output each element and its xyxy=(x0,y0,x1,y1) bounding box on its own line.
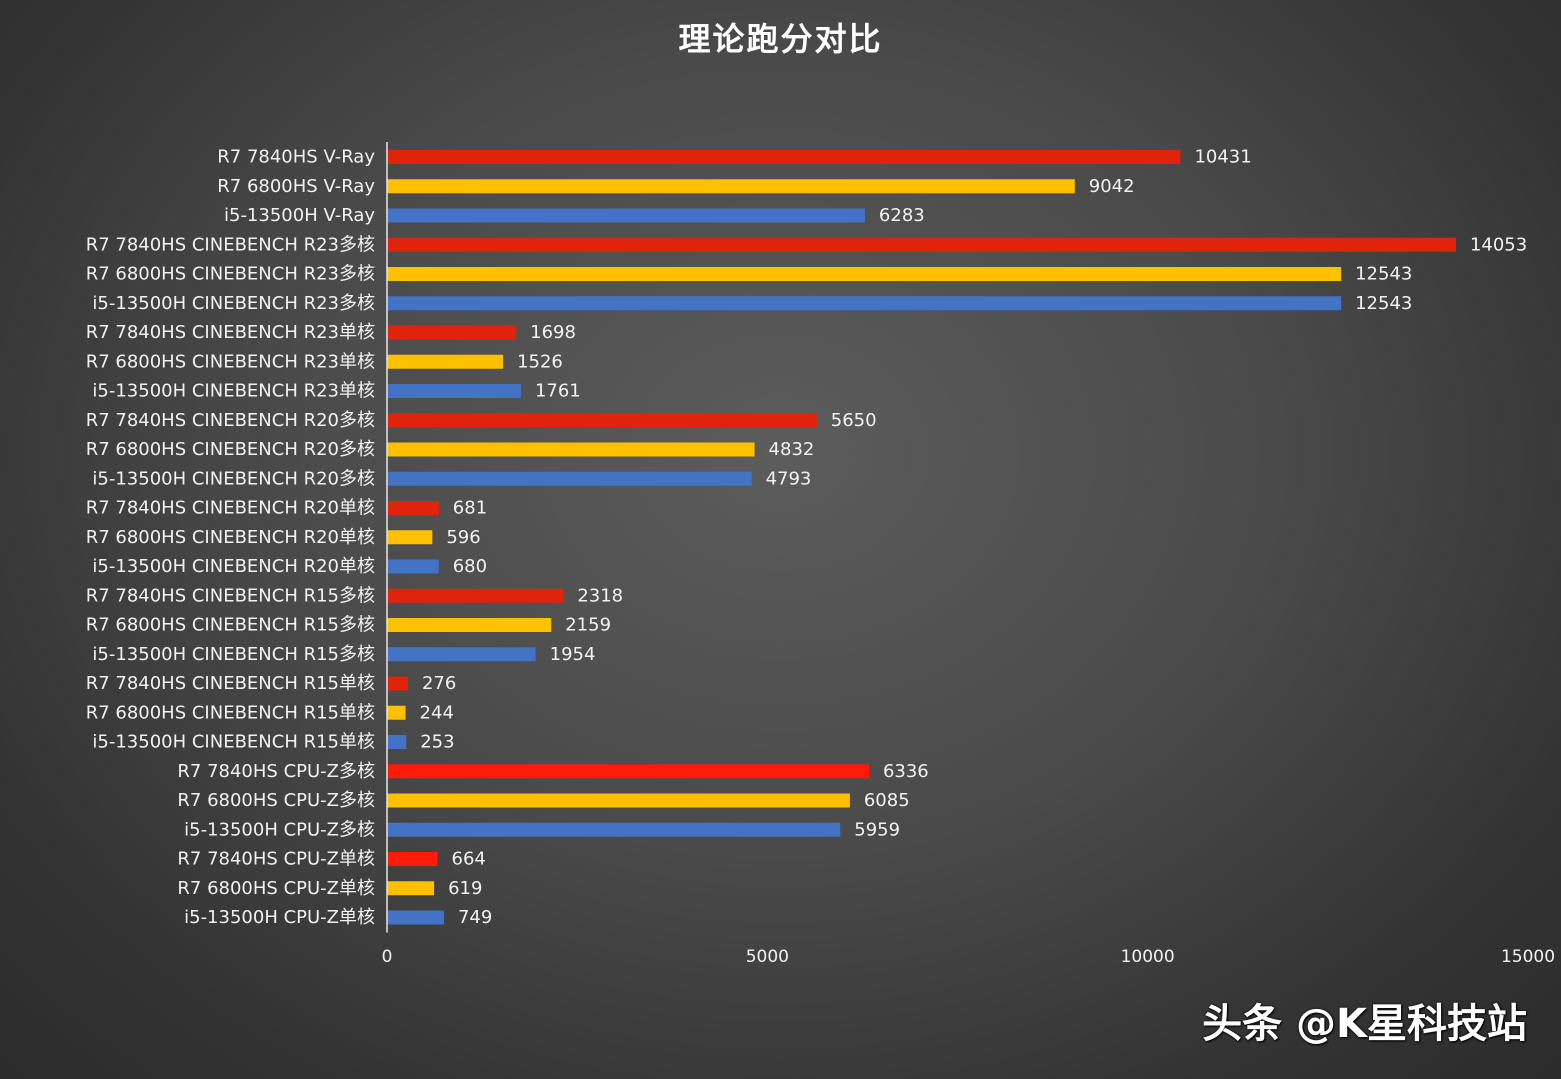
bar xyxy=(387,208,865,223)
category-label: R7 6800HS CINEBENCH R15多核 xyxy=(86,615,375,636)
category-label: i5-13500H CPU-Z单核 xyxy=(184,907,375,928)
data-label: 681 xyxy=(453,498,487,519)
bar xyxy=(387,267,1342,281)
bar xyxy=(387,559,439,574)
bar xyxy=(387,852,438,866)
category-label: R7 6800HS V-Ray xyxy=(217,176,375,197)
data-label: 1526 xyxy=(517,351,563,372)
category-label: R7 6800HS CINEBENCH R20多核 xyxy=(86,439,375,460)
data-label: 276 xyxy=(422,673,456,694)
category-label: R7 6800HS CINEBENCH R20单核 xyxy=(86,527,375,548)
category-label: R7 7840HS CINEBENCH R15多核 xyxy=(86,585,375,606)
x-tick-label: 0 xyxy=(382,947,393,967)
category-label: R7 6800HS CINEBENCH R23单核 xyxy=(86,351,375,372)
data-label: 6085 xyxy=(864,790,910,811)
category-label: i5-13500H CINEBENCH R23多核 xyxy=(92,293,375,314)
category-label: R7 6800HS CINEBENCH R23多核 xyxy=(86,264,375,285)
data-label: 244 xyxy=(420,702,454,723)
bar xyxy=(387,910,444,925)
data-label: 253 xyxy=(420,732,454,753)
data-label: 9042 xyxy=(1089,176,1135,197)
bar xyxy=(387,384,521,398)
data-label: 14053 xyxy=(1470,234,1527,255)
bar xyxy=(387,471,752,486)
category-label: R7 6800HS CINEBENCH R15单核 xyxy=(86,702,375,723)
category-label: R7 7840HS CINEBENCH R15单核 xyxy=(86,673,375,694)
data-label: 12543 xyxy=(1355,293,1412,314)
data-label: 2159 xyxy=(565,615,611,636)
bar xyxy=(387,442,755,457)
bar xyxy=(387,881,435,896)
category-label: i5-13500H CINEBENCH R15单核 xyxy=(92,732,375,753)
bar xyxy=(387,647,536,662)
bar xyxy=(387,150,1181,164)
category-label: i5-13500H CINEBENCH R20多核 xyxy=(92,468,375,489)
bar xyxy=(387,237,1456,252)
bar xyxy=(387,705,406,720)
bar xyxy=(387,793,850,808)
data-label: 2318 xyxy=(577,585,623,606)
data-label: 10431 xyxy=(1194,147,1251,168)
data-label: 749 xyxy=(458,907,492,928)
bar xyxy=(387,764,869,779)
bar xyxy=(387,325,517,340)
category-label: R7 7840HS CINEBENCH R20多核 xyxy=(86,410,375,431)
data-label: 1954 xyxy=(550,644,596,665)
category-label: i5-13500H CINEBENCH R20单核 xyxy=(92,556,375,577)
data-label: 664 xyxy=(452,849,486,870)
bar xyxy=(387,354,504,369)
data-label: 680 xyxy=(453,556,487,577)
category-label: i5-13500H CPU-Z多核 xyxy=(184,819,375,840)
category-label: R7 7840HS V-Ray xyxy=(217,147,375,168)
category-label: R7 7840HS CINEBENCH R23单核 xyxy=(86,322,375,343)
bar xyxy=(387,296,1342,311)
bar xyxy=(387,179,1075,194)
bar xyxy=(387,588,564,603)
x-tick-label: 15000 xyxy=(1501,947,1555,967)
category-label: R7 7840HS CINEBENCH R23多核 xyxy=(86,234,375,255)
category-label: i5-13500H CINEBENCH R15多核 xyxy=(92,644,375,665)
x-tick-label: 5000 xyxy=(746,947,789,967)
category-label: R7 7840HS CPU-Z多核 xyxy=(177,761,375,782)
bar xyxy=(387,735,407,749)
data-label: 1698 xyxy=(530,322,576,343)
x-axis-ticks: 0 5000 10000 15000 xyxy=(382,947,1555,967)
data-label: 5959 xyxy=(854,819,900,840)
data-label: 1761 xyxy=(535,381,581,402)
bar xyxy=(387,530,433,545)
data-label: 5650 xyxy=(831,410,877,431)
data-label: 6283 xyxy=(879,205,925,226)
data-label: 619 xyxy=(448,878,482,899)
data-label: 4793 xyxy=(766,468,812,489)
data-label: 6336 xyxy=(883,761,929,782)
bar xyxy=(387,676,408,691)
category-label: R7 6800HS CPU-Z多核 xyxy=(177,790,375,811)
bar xyxy=(387,501,439,515)
category-label: i5-13500H V-Ray xyxy=(224,205,375,226)
category-label: i5-13500H CINEBENCH R23单核 xyxy=(92,381,375,402)
category-label: R7 7840HS CINEBENCH R20单核 xyxy=(86,498,375,519)
bar xyxy=(387,413,817,428)
bar xyxy=(387,822,841,837)
chart-title: 理论跑分对比 xyxy=(678,20,883,58)
category-label: R7 6800HS CPU-Z单核 xyxy=(177,878,375,899)
labels-layer: R7 7840HS V-Ray 10431 R7 6800HS V-Ray 9042 i… xyxy=(86,147,1528,929)
category-label: R7 7840HS CPU-Z单核 xyxy=(177,849,375,870)
data-label: 596 xyxy=(446,527,480,548)
watermark: 头条 @K星科技站 xyxy=(1202,1001,1527,1047)
bars-layer xyxy=(387,150,1456,925)
bar xyxy=(387,618,552,632)
x-tick-label: 10000 xyxy=(1121,947,1175,967)
data-label: 12543 xyxy=(1355,264,1412,285)
data-label: 4832 xyxy=(769,439,815,460)
